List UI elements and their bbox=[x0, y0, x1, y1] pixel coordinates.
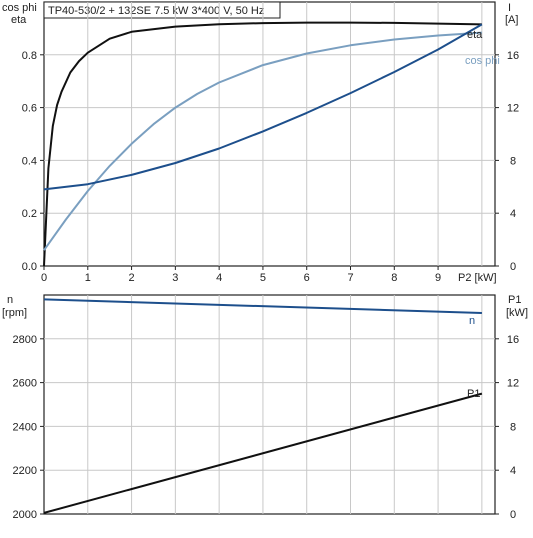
top-left-tick-label: 0.0 bbox=[22, 261, 37, 273]
x-tick-label: 4 bbox=[216, 272, 222, 284]
top-left-tick-label: 0.2 bbox=[22, 208, 37, 220]
bottom-right-axis-label-line1: P1 bbox=[508, 294, 521, 306]
top-right-axis-label-line2: [A] bbox=[505, 14, 518, 26]
top-right-tick-label: 12 bbox=[507, 103, 519, 115]
x-axis-label: P2 [kW] bbox=[458, 272, 497, 284]
i-series-line bbox=[43, 23, 483, 191]
top-right-tick-label: 4 bbox=[510, 208, 516, 220]
top-right-tick-label: 8 bbox=[510, 155, 516, 167]
top-series-layer: eta cos phi bbox=[43, 21, 500, 267]
bottom-left-tick-label: 2000 bbox=[13, 509, 37, 521]
top-right-tick-label: 16 bbox=[507, 50, 519, 62]
top-grid bbox=[44, 2, 495, 266]
x-tick-label: 5 bbox=[260, 272, 266, 284]
bottom-left-tick-label: 2600 bbox=[13, 378, 37, 390]
x-tick-label: 1 bbox=[85, 272, 91, 284]
chart-title: TP40-530/2 + 132SE 7.5 kW 3*400 V, 50 Hz bbox=[48, 5, 264, 17]
x-tick-label: 0 bbox=[41, 272, 47, 284]
title-box bbox=[43, 1, 281, 19]
bottom-right-tick-label: 4 bbox=[510, 465, 516, 477]
x-tick-label: 9 bbox=[435, 272, 441, 284]
bottom-ticks: 2000 2200 2400 2600 2800 0 4 8 12 16 bbox=[13, 334, 520, 521]
bottom-right-tick-label: 8 bbox=[510, 421, 516, 433]
bottom-right-axis-label-line2: [kW] bbox=[506, 307, 528, 319]
p1-series-label: P1 bbox=[467, 388, 480, 400]
bottom-left-tick-label: 2200 bbox=[13, 465, 37, 477]
bottom-left-axis-label-line2: [rpm] bbox=[2, 307, 27, 319]
x-tick-label: 3 bbox=[172, 272, 178, 284]
cos-phi-series-label: cos phi bbox=[465, 55, 500, 67]
bottom-series-layer: n P1 bbox=[43, 298, 483, 514]
n-series-label: n bbox=[469, 315, 475, 327]
top-left-tick-label: 0.6 bbox=[22, 103, 37, 115]
top-plot-frame bbox=[43, 1, 496, 267]
bottom-grid bbox=[44, 295, 495, 514]
bottom-right-tick-label: 12 bbox=[507, 378, 519, 390]
x-tick-label: 2 bbox=[129, 272, 135, 284]
n-series-line bbox=[43, 298, 482, 314]
bottom-plot-frame bbox=[43, 294, 496, 515]
bottom-left-tick-label: 2800 bbox=[13, 334, 37, 346]
bottom-right-tick-label: 0 bbox=[510, 509, 516, 521]
p1-series-line bbox=[43, 392, 483, 514]
x-tick-label: 6 bbox=[304, 272, 310, 284]
x-tick-label: 8 bbox=[391, 272, 397, 284]
top-left-axis-label-line1: cos phi bbox=[2, 2, 37, 14]
eta-series-label: eta bbox=[467, 29, 483, 41]
bottom-right-tick-label: 16 bbox=[507, 334, 519, 346]
top-right-tick-label: 0 bbox=[510, 261, 516, 273]
bottom-left-tick-label: 2400 bbox=[13, 421, 37, 433]
top-left-tick-label: 0.8 bbox=[22, 50, 37, 62]
top-right-axis-label-line1: I bbox=[508, 2, 511, 14]
top-left-axis-label-line2: eta bbox=[11, 14, 27, 26]
x-tick-label: 7 bbox=[347, 272, 353, 284]
eta-series-line bbox=[43, 21, 482, 267]
bottom-left-axis-label-line1: n bbox=[7, 294, 13, 306]
top-left-tick-label: 0.4 bbox=[22, 155, 37, 167]
